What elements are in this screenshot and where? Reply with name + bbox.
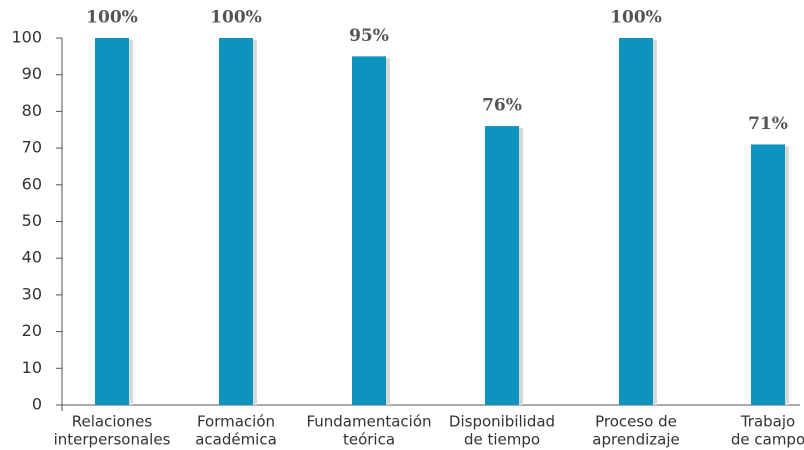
x-tick-label: Formación bbox=[197, 413, 275, 431]
value-label: 95% bbox=[349, 26, 389, 46]
x-tick-label: de tiempo bbox=[464, 431, 540, 449]
x-tick-label: aprendizaje bbox=[592, 431, 679, 449]
bar bbox=[619, 38, 653, 405]
y-tick-label: 80 bbox=[22, 101, 42, 120]
x-tick-label: Disponibilidad bbox=[449, 413, 555, 431]
bar bbox=[219, 38, 253, 405]
x-tick-label: Trabajo bbox=[740, 413, 795, 431]
value-label: 100% bbox=[210, 8, 262, 28]
y-tick-label: 0 bbox=[32, 395, 42, 414]
bar bbox=[751, 144, 785, 405]
y-tick-label: 30 bbox=[22, 284, 42, 303]
bar bbox=[95, 38, 129, 405]
y-tick-label: 50 bbox=[22, 211, 42, 230]
y-tick-label: 90 bbox=[22, 64, 42, 83]
x-tick-label: Relaciones bbox=[72, 413, 153, 431]
bar bbox=[485, 126, 519, 405]
x-tick-label: académica bbox=[195, 431, 277, 449]
x-tick-label: Fundamentación bbox=[306, 413, 431, 431]
y-tick-label: 100 bbox=[11, 28, 42, 47]
x-tick-label: Proceso de bbox=[595, 413, 677, 431]
y-tick-label: 40 bbox=[22, 248, 42, 267]
value-label: 100% bbox=[610, 8, 662, 28]
y-tick-label: 60 bbox=[22, 174, 42, 193]
value-label: 76% bbox=[482, 96, 522, 116]
y-tick-label: 20 bbox=[22, 321, 42, 340]
x-tick-label: de campo bbox=[731, 431, 804, 449]
y-tick-label: 70 bbox=[22, 138, 42, 157]
bar bbox=[352, 56, 386, 405]
value-label: 100% bbox=[86, 8, 138, 28]
y-tick-label: 10 bbox=[22, 358, 42, 377]
value-label: 71% bbox=[748, 114, 788, 134]
x-tick-label: interpersonales bbox=[54, 431, 171, 449]
x-tick-label: teórica bbox=[343, 431, 395, 449]
